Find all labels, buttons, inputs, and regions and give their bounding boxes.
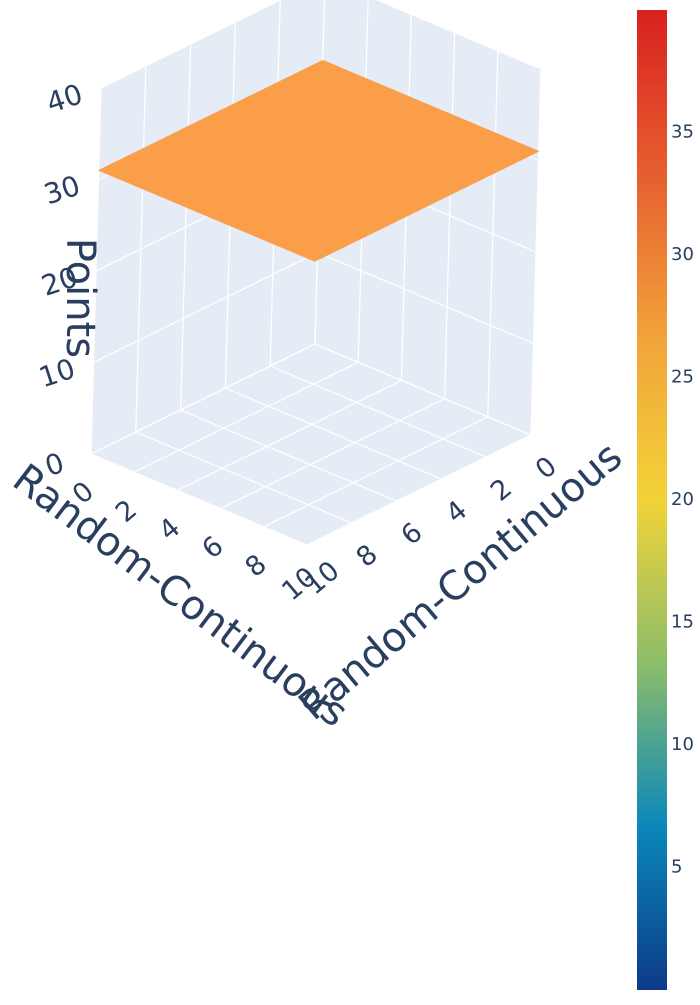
x-tick-label: 6: [196, 530, 229, 565]
colorbar-gradient: [637, 10, 667, 990]
colorbar-tick-label: 5: [671, 857, 682, 878]
floor-gridline-x: [133, 361, 359, 473]
y-tick-label: 2: [485, 473, 518, 508]
wall-gridline-z: [314, 343, 532, 436]
y-tick-label: 8: [351, 539, 384, 574]
surface-patch: [270, 220, 361, 262]
z-axis-title: Points: [57, 238, 103, 358]
y-tick-label: 6: [395, 517, 428, 552]
x-tick-label: 8: [240, 549, 273, 584]
floor-gridline-x: [306, 434, 532, 546]
floor-gridline-y: [269, 365, 487, 458]
floor-gridline-x: [220, 398, 445, 510]
z-tick-label: 10: [35, 352, 79, 394]
wall-gridline-z: [90, 343, 316, 455]
wall-gridline-z: [93, 251, 318, 364]
colorbar-tick-label: 20: [671, 489, 694, 510]
x-tick-label: 4: [153, 512, 186, 547]
floor: [91, 344, 531, 545]
floor-gridline-x: [177, 379, 402, 491]
floor-gridline-x: [263, 416, 489, 528]
colorbar-tick-label: 30: [671, 244, 694, 265]
floor-gridline-y: [180, 409, 397, 502]
wall-gridline-z: [375, 0, 542, 70]
floor-gridline-y: [90, 453, 308, 546]
floor-gridline-y: [225, 387, 442, 480]
colorbar: 5 10 15 20 25 30 35: [637, 10, 694, 990]
floor-gridline-y: [135, 431, 353, 524]
wall-gridline-z: [317, 251, 534, 345]
colorbar-tick-label: 15: [671, 612, 694, 633]
colorbar-tick-label: 35: [671, 122, 694, 143]
y-tick-label: 4: [440, 495, 473, 530]
z-tick-label: 30: [40, 169, 84, 211]
colorbar-tick-label: 25: [671, 367, 694, 388]
colorbar-tick-label: 10: [671, 734, 694, 755]
z-tick-label: 40: [42, 77, 86, 119]
wall-gridline-z: [100, 0, 282, 89]
